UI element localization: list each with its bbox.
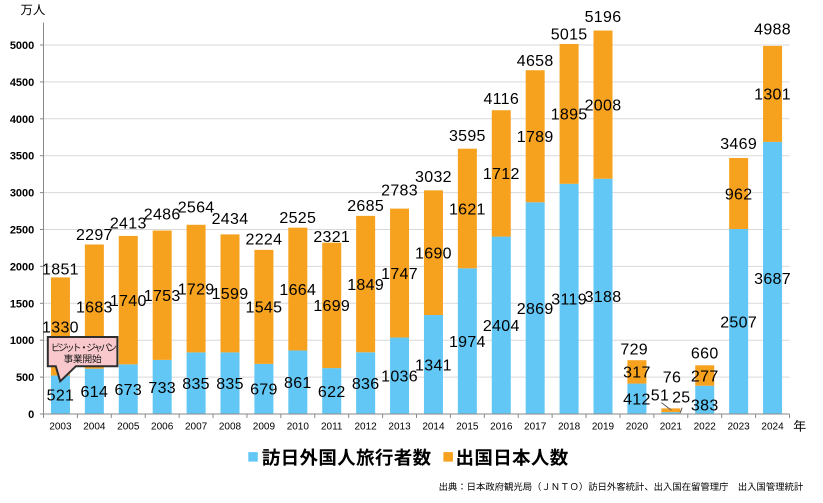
svg-text:733: 733 [148, 380, 176, 397]
svg-text:277: 277 [691, 368, 719, 385]
svg-text:2020: 2020 [626, 422, 649, 433]
svg-text:1330: 1330 [42, 319, 79, 336]
svg-text:1789: 1789 [517, 129, 554, 146]
svg-text:962: 962 [725, 186, 753, 203]
svg-text:4116: 4116 [483, 91, 519, 108]
svg-text:2018: 2018 [558, 422, 581, 433]
svg-text:2008: 2008 [585, 97, 622, 114]
svg-text:521: 521 [47, 388, 75, 405]
svg-text:3188: 3188 [585, 289, 622, 306]
svg-text:383: 383 [691, 397, 719, 414]
svg-text:679: 679 [250, 382, 278, 399]
svg-text:673: 673 [114, 382, 142, 399]
svg-text:622: 622 [318, 384, 346, 401]
svg-text:1690: 1690 [415, 245, 452, 262]
svg-text:500: 500 [16, 372, 34, 384]
svg-text:729: 729 [620, 341, 648, 358]
svg-text:2224: 2224 [246, 232, 283, 249]
svg-text:5000: 5000 [10, 40, 34, 52]
svg-text:1849: 1849 [347, 277, 384, 294]
svg-text:2321: 2321 [313, 229, 350, 246]
svg-text:2013: 2013 [388, 422, 411, 433]
svg-text:2404: 2404 [483, 318, 520, 335]
svg-text:2014: 2014 [422, 422, 445, 433]
svg-text:5196: 5196 [585, 9, 622, 26]
svg-text:1729: 1729 [178, 281, 215, 298]
svg-text:1740: 1740 [110, 293, 147, 310]
svg-text:51: 51 [651, 387, 669, 404]
svg-text:2019: 2019 [592, 422, 615, 433]
svg-text:2783: 2783 [381, 182, 418, 199]
svg-text:1599: 1599 [212, 286, 249, 303]
svg-text:2022: 2022 [694, 422, 717, 433]
svg-text:2297: 2297 [76, 227, 113, 244]
svg-text:2009: 2009 [253, 422, 276, 433]
svg-text:2012: 2012 [355, 422, 378, 433]
svg-text:835: 835 [216, 376, 244, 393]
svg-text:1851: 1851 [42, 262, 79, 279]
svg-text:2413: 2413 [110, 216, 147, 233]
svg-text:317: 317 [623, 365, 651, 382]
svg-text:3000: 3000 [10, 188, 34, 200]
svg-text:835: 835 [182, 376, 210, 393]
svg-text:0: 0 [28, 409, 34, 421]
svg-text:2016: 2016 [490, 422, 513, 433]
svg-text:2434: 2434 [212, 211, 249, 228]
svg-text:861: 861 [284, 375, 312, 392]
svg-text:1664: 1664 [279, 282, 316, 299]
svg-text:3500: 3500 [10, 151, 34, 163]
svg-text:2021: 2021 [660, 422, 683, 433]
svg-text:2024: 2024 [761, 422, 784, 433]
svg-text:2008: 2008 [219, 422, 242, 433]
svg-text:3687: 3687 [754, 271, 791, 288]
svg-text:2685: 2685 [347, 198, 384, 215]
svg-text:1000: 1000 [10, 335, 34, 347]
svg-text:2486: 2486 [144, 206, 181, 223]
svg-text:1036: 1036 [381, 369, 418, 386]
svg-text:2004: 2004 [83, 422, 106, 433]
svg-text:1683: 1683 [76, 299, 113, 316]
svg-text:2507: 2507 [720, 314, 757, 331]
svg-text:2005: 2005 [117, 422, 140, 433]
svg-text:412: 412 [623, 392, 651, 409]
svg-text:4500: 4500 [10, 77, 34, 89]
svg-text:2015: 2015 [456, 422, 479, 433]
svg-text:3595: 3595 [449, 128, 486, 145]
svg-text:1699: 1699 [313, 298, 350, 315]
svg-text:2869: 2869 [517, 301, 554, 318]
svg-text:1545: 1545 [246, 300, 283, 317]
svg-text:4658: 4658 [517, 53, 554, 70]
svg-text:614: 614 [81, 384, 109, 401]
svg-text:1341: 1341 [415, 357, 452, 374]
svg-text:4000: 4000 [10, 114, 34, 126]
svg-text:2000: 2000 [10, 261, 34, 273]
svg-text:5015: 5015 [551, 26, 588, 43]
svg-text:2525: 2525 [279, 210, 316, 227]
svg-text:25: 25 [672, 390, 690, 407]
svg-text:1895: 1895 [551, 107, 588, 124]
svg-text:2010: 2010 [287, 422, 310, 433]
svg-text:76: 76 [663, 370, 681, 387]
svg-text:2023: 2023 [728, 422, 751, 433]
svg-text:2011: 2011 [321, 422, 343, 433]
svg-text:1753: 1753 [144, 288, 181, 305]
svg-text:2564: 2564 [178, 199, 215, 216]
svg-text:3469: 3469 [720, 136, 757, 153]
svg-text:1500: 1500 [10, 298, 34, 310]
svg-text:1712: 1712 [483, 166, 520, 183]
svg-text:1301: 1301 [754, 87, 791, 104]
svg-text:4988: 4988 [754, 21, 791, 38]
svg-text:1974: 1974 [449, 334, 486, 351]
svg-text:2500: 2500 [10, 225, 34, 237]
svg-text:3032: 3032 [415, 169, 452, 186]
svg-text:836: 836 [352, 376, 380, 393]
svg-text:1747: 1747 [381, 266, 418, 283]
svg-text:660: 660 [691, 345, 719, 362]
svg-text:2003: 2003 [49, 422, 72, 433]
svg-text:2007: 2007 [185, 422, 208, 433]
svg-text:3119: 3119 [551, 292, 587, 309]
svg-text:2006: 2006 [151, 422, 174, 433]
svg-text:2017: 2017 [524, 422, 547, 433]
svg-text:1621: 1621 [449, 201, 486, 218]
